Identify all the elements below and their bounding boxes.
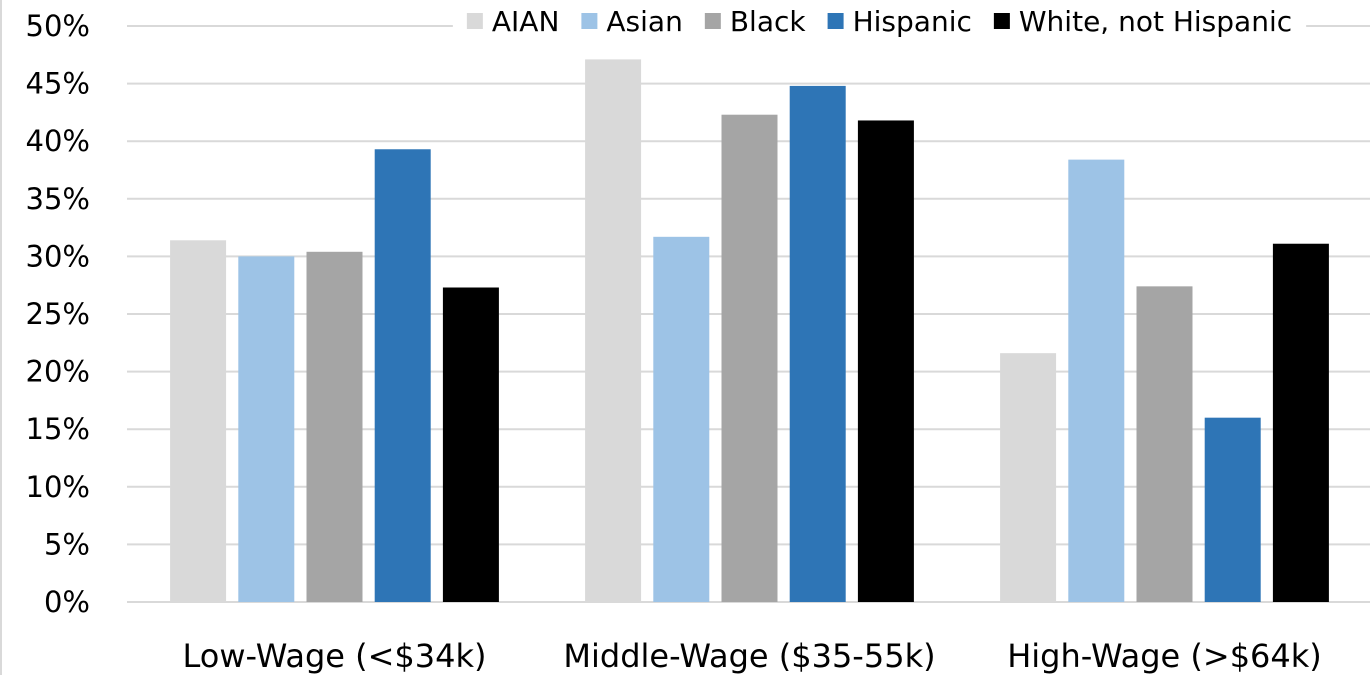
bar-hispanic	[374, 149, 431, 602]
legend-swatch	[466, 13, 483, 29]
legend-swatch	[993, 13, 1010, 29]
bar-asian	[653, 236, 710, 603]
y-tick-label: 40%	[26, 124, 90, 158]
legend-swatch	[704, 13, 721, 29]
bar-aian	[1000, 353, 1057, 602]
bar-white-not-hispanic	[1272, 243, 1329, 602]
y-axis-tick-labels: 0% 5% 10% 15% 20% 25% 30% 35% 40% 45% 50%	[26, 9, 90, 619]
y-tick-label: 45%	[26, 67, 90, 101]
bar-white-not-hispanic	[857, 120, 914, 603]
bar-black	[306, 251, 363, 603]
legend-label: White, not Hispanic	[1019, 5, 1292, 38]
y-tick-label: 0%	[44, 585, 90, 619]
y-tick-label: 50%	[26, 9, 90, 43]
legend-label: AIAN	[492, 5, 560, 38]
y-tick-label: 20%	[26, 355, 90, 389]
bar-white-not-hispanic	[442, 287, 499, 602]
y-tick-label: 30%	[26, 239, 90, 273]
legend-label: Asian	[606, 5, 682, 38]
legend-swatch	[581, 13, 598, 29]
x-axis-category-labels: Low-Wage (<$34k) Middle-Wage ($35-55k) Hig…	[182, 637, 1321, 675]
legend-label: Black	[730, 5, 807, 38]
bar-asian	[238, 256, 295, 602]
bars	[170, 59, 1329, 603]
bar-hispanic	[789, 85, 846, 603]
bar-aian	[170, 240, 227, 602]
y-tick-label: 25%	[26, 297, 90, 331]
y-tick-label: 15%	[26, 412, 90, 446]
legend: AIAN Asian Black Hispanic White, not Hispani…	[452, 4, 1307, 40]
bar-black	[721, 114, 778, 602]
bar-asian	[1068, 159, 1125, 602]
bar-hispanic	[1204, 417, 1261, 602]
y-tick-label: 10%	[26, 470, 90, 504]
x-category-label: Low-Wage (<$34k)	[182, 637, 486, 675]
bar-black	[1136, 286, 1193, 602]
legend-label: Hispanic	[853, 5, 972, 38]
x-category-label: High-Wage (>$64k)	[1007, 637, 1322, 675]
bar-aian	[585, 59, 642, 602]
legend-swatch	[827, 13, 844, 29]
y-tick-label: 35%	[26, 182, 90, 216]
y-tick-label: 5%	[44, 527, 90, 561]
x-category-label: Middle-Wage ($35-55k)	[563, 637, 935, 675]
